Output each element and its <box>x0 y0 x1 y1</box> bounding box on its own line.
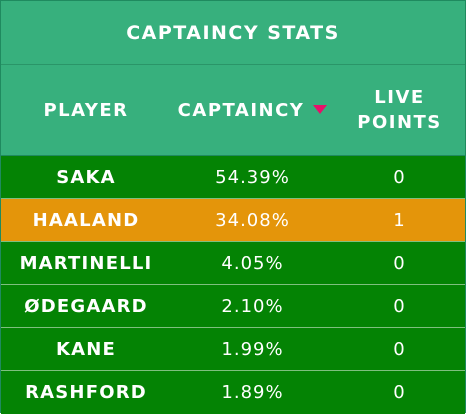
captaincy-percent: 4.05% <box>221 252 284 274</box>
table-header: PLAYER CAPTAINCY LIVE POINTS <box>1 65 465 156</box>
table-row[interactable]: SAKA 54.39% 0 <box>1 156 465 199</box>
captaincy-percent: 1.89% <box>221 382 284 403</box>
live-points: 0 <box>393 338 406 360</box>
player-name: KANE <box>55 338 117 360</box>
captaincy-percent: 34.08% <box>215 209 290 231</box>
table-body: SAKA 54.39% 0 HAALAND 34.08% 1 MARTINELL… <box>1 156 465 414</box>
player-name: RASHFORD <box>25 382 147 403</box>
column-header-player[interactable]: PLAYER <box>1 65 171 155</box>
column-header-captaincy[interactable]: CAPTAINCY <box>171 65 334 155</box>
captaincy-percent: 54.39% <box>215 166 290 188</box>
live-points: 1 <box>393 209 406 231</box>
captaincy-percent: 2.10% <box>221 295 284 317</box>
live-points: 0 <box>393 252 406 274</box>
table-row[interactable]: ØDEGAARD 2.10% 0 <box>1 285 465 328</box>
table-row[interactable]: HAALAND 34.08% 1 <box>1 199 465 242</box>
table-row[interactable]: RASHFORD 1.89% 0 <box>1 371 465 414</box>
player-name: ØDEGAARD <box>24 295 148 317</box>
column-header-live-points[interactable]: LIVE POINTS <box>334 65 465 155</box>
captaincy-percent: 1.99% <box>221 338 284 360</box>
column-header-player-label: PLAYER <box>43 99 129 121</box>
column-header-points-label: POINTS <box>357 112 442 133</box>
widget-title: CAPTAINCY STATS <box>1 1 465 65</box>
live-points: 0 <box>393 166 406 188</box>
live-points: 0 <box>393 382 406 403</box>
player-name: HAALAND <box>32 209 140 231</box>
table-row[interactable]: KANE 1.99% 0 <box>1 328 465 371</box>
table-row[interactable]: MARTINELLI 4.05% 0 <box>1 242 465 285</box>
sort-descending-icon <box>313 104 328 114</box>
column-header-captaincy-label: CAPTAINCY <box>177 99 305 121</box>
live-points: 0 <box>393 295 406 317</box>
column-header-live-label: LIVE <box>374 87 425 108</box>
player-name: SAKA <box>56 166 116 188</box>
player-name: MARTINELLI <box>19 252 153 274</box>
